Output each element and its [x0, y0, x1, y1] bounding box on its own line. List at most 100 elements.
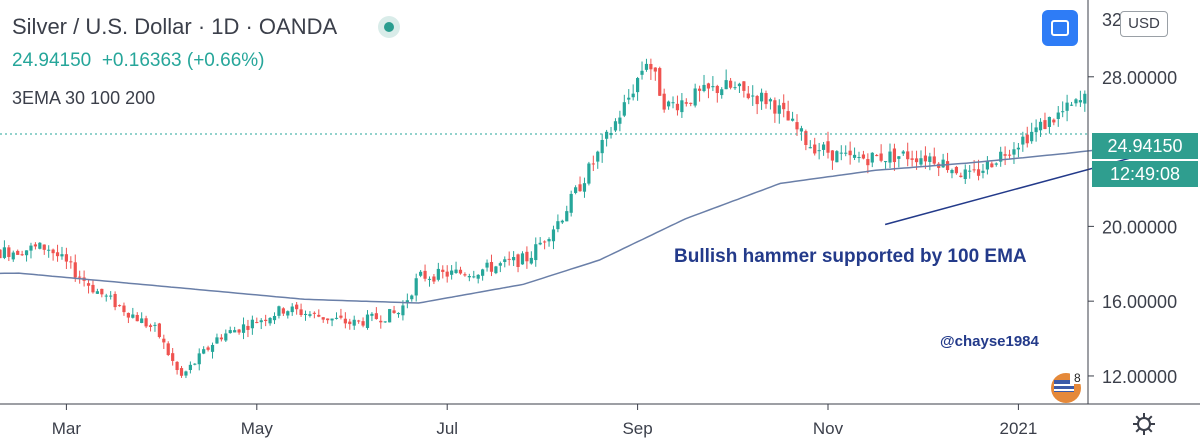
candle-body — [892, 148, 897, 163]
candle-body — [268, 317, 272, 324]
candle-body — [919, 158, 923, 165]
candle-body — [148, 325, 153, 327]
candle-body — [224, 333, 228, 341]
candle-body — [78, 276, 82, 278]
candle-body — [188, 364, 192, 371]
candle-body — [210, 344, 215, 352]
candle-body — [299, 309, 303, 316]
candle-body — [587, 163, 591, 184]
candle-body — [671, 102, 675, 104]
candle-body — [835, 151, 839, 163]
flag-avatar-icon[interactable]: 8 — [1046, 368, 1086, 404]
candle-body — [764, 93, 768, 105]
candle-body — [467, 276, 471, 278]
candle-body — [1056, 112, 1060, 119]
candle-body — [374, 313, 378, 320]
annotation-text: Bullish hammer supported by 100 EMA — [674, 246, 1027, 267]
candle-body — [516, 254, 520, 267]
candle-body — [821, 144, 826, 150]
candle-body — [666, 101, 671, 107]
candle-body — [1038, 121, 1043, 131]
candle-body — [782, 102, 786, 110]
price-summary: 24.94150 +0.16363 (+0.66%) — [12, 50, 265, 72]
candle-body — [414, 278, 418, 296]
candle-body — [303, 313, 308, 315]
candle-body — [259, 320, 263, 323]
candle-body — [622, 102, 626, 116]
candle-body — [117, 305, 122, 307]
candle-body — [560, 220, 564, 223]
y-tick-label: 28.00000 — [1102, 68, 1177, 88]
candle-body — [543, 241, 547, 243]
currency-button[interactable]: USD — [1120, 11, 1168, 37]
candle-body — [795, 122, 799, 130]
candle-body — [768, 99, 773, 102]
candle-body — [636, 78, 640, 93]
candle-body — [401, 305, 405, 316]
candle-body — [24, 250, 29, 256]
fullscreen-icon[interactable] — [1042, 10, 1078, 46]
candle-body — [923, 155, 928, 162]
candle-body — [640, 70, 644, 75]
candle-body — [844, 152, 848, 154]
candle-body — [86, 283, 91, 286]
candle-body — [706, 83, 711, 89]
candle-body — [312, 312, 316, 314]
candle-body — [720, 89, 724, 96]
last-price: 24.94150 — [12, 50, 92, 71]
candle-body — [817, 150, 821, 152]
candle-body — [759, 92, 764, 102]
candle-body — [392, 310, 396, 313]
ema-layer — [0, 142, 1162, 304]
candle-body — [16, 250, 20, 255]
candle-body — [286, 311, 290, 316]
candle-body — [175, 361, 179, 371]
candle-body — [906, 151, 910, 160]
candle-body — [945, 161, 950, 171]
candle-body — [963, 169, 967, 180]
candle-body — [157, 323, 161, 338]
candle-body — [556, 221, 560, 230]
candle-body — [1065, 102, 1069, 111]
x-tick-label: May — [241, 419, 274, 438]
candle-body — [348, 321, 352, 325]
candle-body — [272, 315, 277, 321]
candle-body — [675, 103, 680, 111]
candle-body — [47, 249, 51, 251]
candle-body — [591, 163, 595, 165]
candle-body — [162, 338, 166, 343]
candle-body — [109, 295, 113, 297]
candle-body — [295, 304, 299, 310]
candle-body — [702, 84, 706, 92]
gear-icon[interactable] — [1133, 413, 1155, 435]
candle-body — [985, 160, 990, 170]
candle-body — [1025, 134, 1029, 144]
candle-body — [914, 158, 919, 163]
candle-body — [64, 254, 68, 262]
candle-body — [631, 93, 635, 98]
candle-body — [206, 347, 210, 350]
candle-body — [498, 263, 502, 266]
candle-body — [29, 245, 33, 251]
candle-body — [848, 150, 852, 156]
candle-body — [481, 269, 485, 276]
candle-body — [250, 319, 254, 329]
candle-body — [565, 211, 569, 222]
candle-body — [383, 321, 387, 323]
candle-body — [870, 152, 874, 163]
y-tick-label: 12.00000 — [1102, 367, 1177, 387]
candle-body — [551, 229, 556, 242]
candle-body — [857, 157, 861, 159]
candle-body — [2, 247, 7, 258]
indicator-legend[interactable]: 3EMA 30 100 200 — [12, 88, 156, 108]
candle-body — [179, 368, 184, 376]
candle-body — [441, 269, 445, 272]
status-dot-icon[interactable] — [378, 16, 400, 38]
candle-body — [897, 156, 901, 159]
candle-body — [503, 259, 507, 262]
candle-body — [100, 288, 104, 295]
candle-body — [485, 262, 489, 268]
candle-body — [476, 274, 480, 279]
